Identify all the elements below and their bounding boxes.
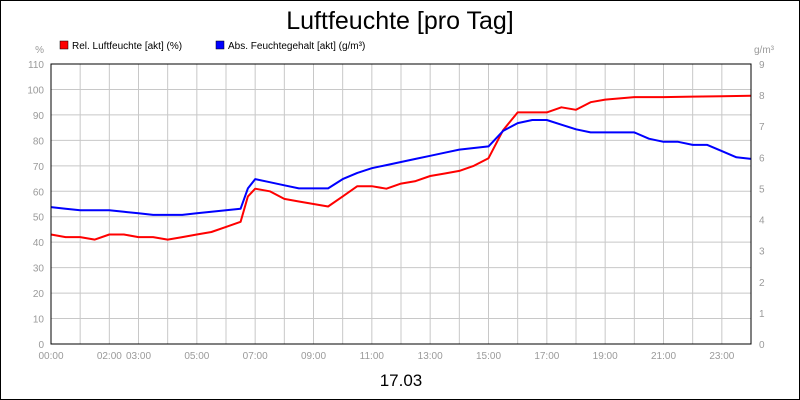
x-tick-label: 17:00	[534, 351, 559, 362]
x-tick-label: 23:00	[709, 351, 734, 362]
right-tick-label: 1	[759, 309, 765, 320]
plot-border	[50, 63, 752, 345]
x-tick-label: 09:00	[301, 351, 326, 362]
left-tick-label: 110	[28, 60, 44, 71]
legend: Rel. Luftfeuchte [akt] (%) Abs. Feuchteg…	[59, 40, 365, 52]
right-tick-label: 6	[759, 153, 765, 164]
legend-swatch-rel-humidity	[59, 40, 69, 50]
series-line-rel-humidity	[50, 94, 752, 241]
right-tick-label: 3	[759, 247, 765, 258]
series-layer	[50, 94, 752, 241]
right-axis-unit: g/m³	[754, 45, 775, 56]
x-tick-label: 21:00	[651, 351, 676, 362]
x-tick-label: 05:00	[184, 351, 209, 362]
left-tick-label: 10	[33, 315, 45, 326]
chart-title: Luftfeuchte [pro Tag]	[286, 7, 513, 35]
right-tick-label: 9	[759, 60, 765, 71]
left-tick-label: 30	[33, 264, 45, 275]
x-tick-label: 03:00	[126, 351, 151, 362]
left-tick-label: 90	[33, 111, 45, 122]
left-tick-label: 70	[33, 162, 45, 173]
legend-label-rel-humidity: Rel. Luftfeuchte [akt] (%)	[72, 41, 182, 52]
right-tick-label: 8	[759, 91, 765, 102]
right-tick-label: 4	[759, 216, 765, 227]
left-axis-ticks: 0 10 20 30 40 50 60 70 80 90 100 110	[27, 60, 44, 351]
left-axis-unit: %	[35, 45, 44, 56]
grid	[50, 63, 752, 345]
date-label: 17.03	[380, 371, 423, 390]
x-tick-label: 13:00	[418, 351, 443, 362]
left-tick-label: 0	[38, 340, 44, 351]
left-tick-label: 40	[33, 238, 45, 249]
left-tick-label: 20	[33, 289, 45, 300]
right-tick-label: 7	[759, 122, 765, 133]
x-tick-label: 07:00	[243, 351, 268, 362]
right-tick-label: 2	[759, 278, 765, 289]
legend-swatch-abs-humidity	[215, 40, 225, 50]
left-tick-label: 60	[33, 187, 45, 198]
x-tick-label: 19:00	[593, 351, 618, 362]
right-axis-ticks: 0 1 2 3 4 5 6 7 8 9	[759, 60, 765, 351]
right-tick-label: 0	[759, 340, 765, 351]
right-tick-label: 5	[759, 184, 765, 195]
series-line-abs-humidity	[50, 119, 752, 216]
x-tick-label: 00:00	[38, 351, 63, 362]
x-tick-label: 15:00	[476, 351, 501, 362]
legend-label-abs-humidity: Abs. Feuchtegehalt [akt] (g/m³)	[228, 41, 365, 52]
left-tick-label: 80	[33, 136, 45, 147]
x-tick-label: 02:00	[97, 351, 122, 362]
left-tick-label: 100	[27, 85, 44, 96]
x-axis-ticks: 00:00 02:00 03:00 05:00 07:00 09:00 11:00 13:00…	[38, 351, 734, 362]
x-tick-label: 11:00	[360, 351, 385, 362]
left-tick-label: 50	[33, 213, 45, 224]
